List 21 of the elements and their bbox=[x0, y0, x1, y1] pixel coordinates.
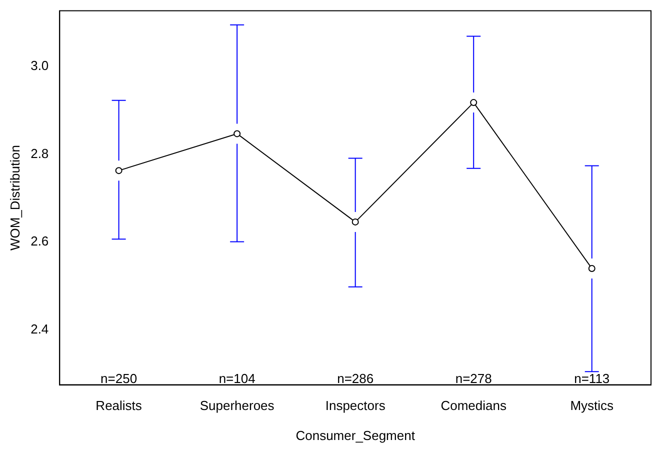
x-axis-title: Consumer_Segment bbox=[296, 428, 416, 443]
annotation: n=104 bbox=[218, 370, 256, 386]
y-tick-label: 3.0 bbox=[30, 58, 49, 74]
y-tick-label: 2.4 bbox=[30, 322, 49, 337]
x-tick-label: Inspectors bbox=[325, 398, 386, 414]
annotation: n=286 bbox=[337, 370, 374, 386]
x-tick-label: Realists bbox=[96, 398, 142, 414]
annotation: n=278 bbox=[455, 370, 492, 386]
y-axis-title: WOM_Distribution bbox=[7, 145, 22, 251]
x-tick-label: Mystics bbox=[570, 398, 614, 414]
annotation: n=113 bbox=[574, 370, 610, 386]
point bbox=[352, 218, 359, 226]
point bbox=[234, 130, 241, 138]
y-tick-label: 2.6 bbox=[30, 234, 49, 249]
x-tick-label: Comedians bbox=[440, 398, 507, 414]
point bbox=[588, 264, 596, 272]
point bbox=[470, 99, 478, 106]
x-tick-label: Superheroes bbox=[200, 398, 275, 414]
point bbox=[115, 167, 122, 174]
annotation: n=250 bbox=[100, 370, 138, 386]
y-tick-label: 2.8 bbox=[30, 146, 49, 161]
